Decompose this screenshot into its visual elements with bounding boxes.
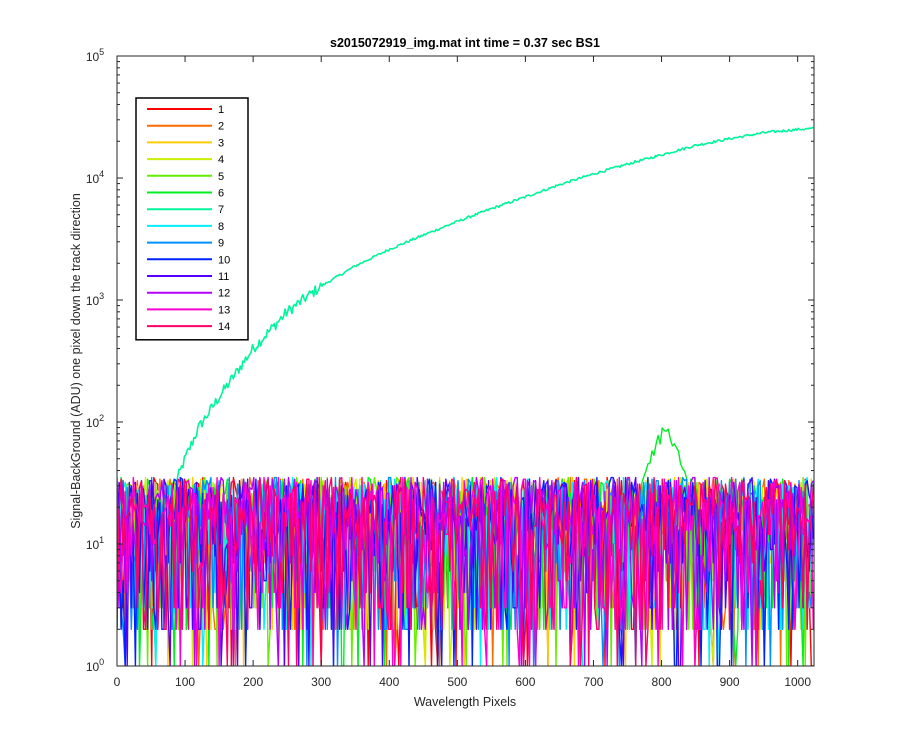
y-tick-label: 100 <box>86 657 104 674</box>
x-tick-label: 400 <box>379 675 399 689</box>
chart-title: s2015072919_img.mat int time = 0.37 sec … <box>330 36 600 50</box>
legend-entry: 11 <box>218 271 229 283</box>
y-tick-label: 104 <box>86 169 104 186</box>
y-tick-label: 101 <box>86 535 104 552</box>
series-line-12 <box>117 476 814 666</box>
series-line-14 <box>117 476 814 666</box>
x-tick-label: 1000 <box>784 675 811 689</box>
legend-entry: 5 <box>218 171 224 183</box>
x-tick-label: 900 <box>720 675 740 689</box>
legend-entry: 3 <box>218 137 224 149</box>
series-line-13 <box>117 476 814 666</box>
series-line-7 <box>174 126 814 486</box>
x-tick-label: 100 <box>175 675 195 689</box>
y-tick-label: 102 <box>86 413 104 430</box>
y-axis-label: Signal-BackGround (ADU) one pixel down t… <box>69 193 83 529</box>
x-tick-label: 200 <box>243 675 263 689</box>
x-tick-label: 300 <box>311 675 331 689</box>
x-tick-label: 0 <box>114 675 121 689</box>
legend-entry: 8 <box>218 221 224 233</box>
x-axis: 0 100 200 300 400 500 600 700 800 900 1000 <box>114 56 811 689</box>
plot-frame <box>116 55 815 667</box>
legend-entry: 12 <box>218 288 230 300</box>
legend-entry: 13 <box>218 304 230 316</box>
x-tick-label: 500 <box>447 675 467 689</box>
legend-entry: 7 <box>218 204 224 216</box>
x-axis-label: Wavelength Pixels <box>414 695 516 709</box>
legend-entry: 2 <box>218 121 224 133</box>
y-tick-label: 103 <box>86 291 104 308</box>
legend-entry: 10 <box>218 254 230 266</box>
legend-entry: 9 <box>218 238 224 250</box>
legend-entry: 14 <box>218 321 230 333</box>
series-layer <box>117 126 814 666</box>
legend-entry: 1 <box>218 104 224 116</box>
x-tick-label: 600 <box>515 675 535 689</box>
x-tick-label: 800 <box>652 675 672 689</box>
legend-entry: 6 <box>218 188 224 200</box>
legend-entry: 4 <box>218 154 224 166</box>
legend-box <box>135 97 249 341</box>
x-tick-label: 700 <box>583 675 603 689</box>
y-tick-label: 105 <box>86 47 104 64</box>
